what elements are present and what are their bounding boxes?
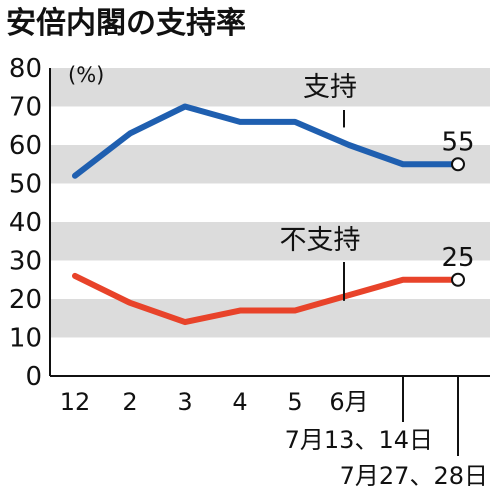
x-tick-label: 12	[60, 388, 91, 416]
x-tick-label: 4	[232, 388, 247, 416]
y-tick-label: 50	[9, 170, 42, 200]
unit-label: (%)	[68, 63, 104, 87]
series-group	[72, 103, 465, 326]
x-axis-ticks: 12 2 3 4 5 6月 7月13、14日 7月27、28日	[60, 376, 488, 490]
series-labels: 55 支持 25 不支持	[280, 72, 475, 301]
x-tick-label: 5	[287, 388, 302, 416]
grid-band-1	[50, 222, 490, 261]
y-tick-label: 80	[9, 54, 42, 84]
series-end-value: 55	[441, 127, 474, 157]
y-axis-ticks: 0 10 20 30 40 50 60 70 80	[9, 54, 42, 392]
grid-band-0	[50, 299, 490, 338]
y-tick-label: 0	[25, 362, 42, 392]
y-tick-label: 30	[9, 247, 42, 277]
series-end-value: 25	[441, 243, 474, 273]
series-line-0	[72, 103, 461, 179]
x-tick-label: 3	[177, 388, 192, 416]
y-tick-label: 20	[9, 285, 42, 315]
x-tick-label: 7月13、14日	[285, 426, 433, 454]
series-name-label: 支持	[303, 72, 357, 103]
grid-band-3	[50, 68, 490, 107]
series-name-label: 不支持	[280, 225, 361, 256]
x-tick-label: 7月27、28日	[340, 462, 488, 490]
x-tick-label: 6月	[329, 388, 368, 416]
series-end-marker	[451, 157, 465, 172]
series-end-marker	[451, 272, 465, 287]
y-tick-label: 40	[9, 208, 42, 238]
y-tick-label: 10	[9, 324, 42, 354]
y-tick-label: 60	[9, 131, 42, 161]
y-tick-label: 70	[9, 93, 42, 123]
chart-title: 安倍内閣の支持率	[6, 6, 246, 41]
x-tick-label: 2	[122, 388, 137, 416]
series-line-1	[72, 272, 461, 326]
